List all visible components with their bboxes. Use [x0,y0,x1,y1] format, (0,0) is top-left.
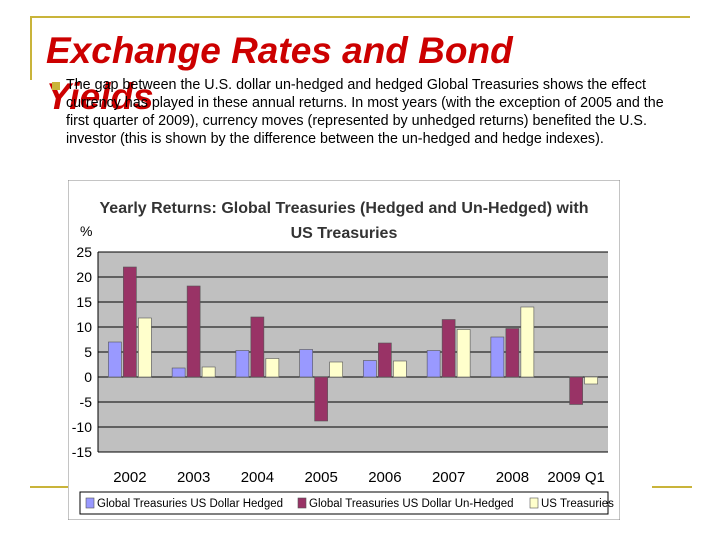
x-tick-label: 2004 [241,469,274,486]
bar [171,367,186,378]
legend-swatch [529,497,539,509]
slide-title-line2: Yields [46,76,154,117]
y-tick-label: 20 [76,269,92,285]
decor-bottom-rule-left [30,486,68,488]
x-tick-label: 2006 [368,469,401,486]
bar [299,349,313,378]
plot-area: 25 20 15 10 5 0 -5 -10 -15 2002 2003 2004 2005 2006 20… [72,244,608,486]
bar [393,360,407,378]
bar [490,336,505,378]
chart-title-line1: Yearly Returns: Global Treasuries (Hedge… [100,200,589,217]
bar [329,361,343,378]
x-tick-label: 2005 [304,469,337,486]
y-tick-label: 5 [84,344,92,360]
x-tick-label: 2007 [432,469,465,486]
x-tick-label: 2002 [113,469,146,486]
chart-frame: Yearly Returns: Global Treasuries (Hedge… [67,179,621,521]
legend-label: Global Treasuries US Dollar Hedged [97,498,283,510]
y-tick-label: 0 [84,369,92,385]
y-tick-label: -5 [80,394,93,410]
bar [250,316,265,378]
x-tick-label: 2009 Q1 [547,469,605,486]
bar-chart: Yearly Returns: Global Treasuries (Hedge… [67,179,621,521]
bullet-text: The gap between the U.S. dollar un-hedge… [66,77,664,147]
legend-label: Global Treasuries US Dollar Un-Hedged [309,498,514,510]
bar [138,317,152,378]
legend: Global Treasuries US Dollar Hedged Global… [79,491,614,515]
decor-horizontal-rule [30,16,690,18]
x-tick-label: 2008 [496,469,529,486]
bar [520,306,535,378]
legend-label: US Treasuries [541,498,614,510]
legend-box [79,491,609,515]
y-tick-label: 15 [76,294,92,310]
bar [314,376,328,422]
x-tick-label: 2003 [177,469,210,486]
decor-vertical-rule [30,16,32,80]
bar [569,376,583,405]
bar [584,376,598,385]
y-tick-label: -15 [72,444,92,460]
bullet-square-icon [52,82,60,90]
y-tick-label: -10 [72,419,92,435]
legend-swatch [85,497,95,509]
legend-swatch [297,497,307,509]
bar [426,350,441,378]
bar [456,329,471,378]
bar [265,358,280,378]
bar [108,341,122,378]
bar [363,360,377,378]
bar [201,366,216,378]
bar [505,328,520,378]
bar [441,319,456,378]
y-axis-label: % [80,223,92,239]
bar [378,342,392,378]
bar [235,350,250,378]
chart-title-line2: US Treasuries [291,225,398,242]
slide-title: Exchange Rates and Bond Yields [46,28,513,120]
y-tick-label: 10 [76,319,92,335]
bar [123,266,137,378]
decor-bottom-rule-right [652,486,692,488]
y-tick-label: 25 [76,244,92,260]
slide-title-line1: Exchange Rates and Bond [46,30,513,71]
bar [186,285,201,378]
